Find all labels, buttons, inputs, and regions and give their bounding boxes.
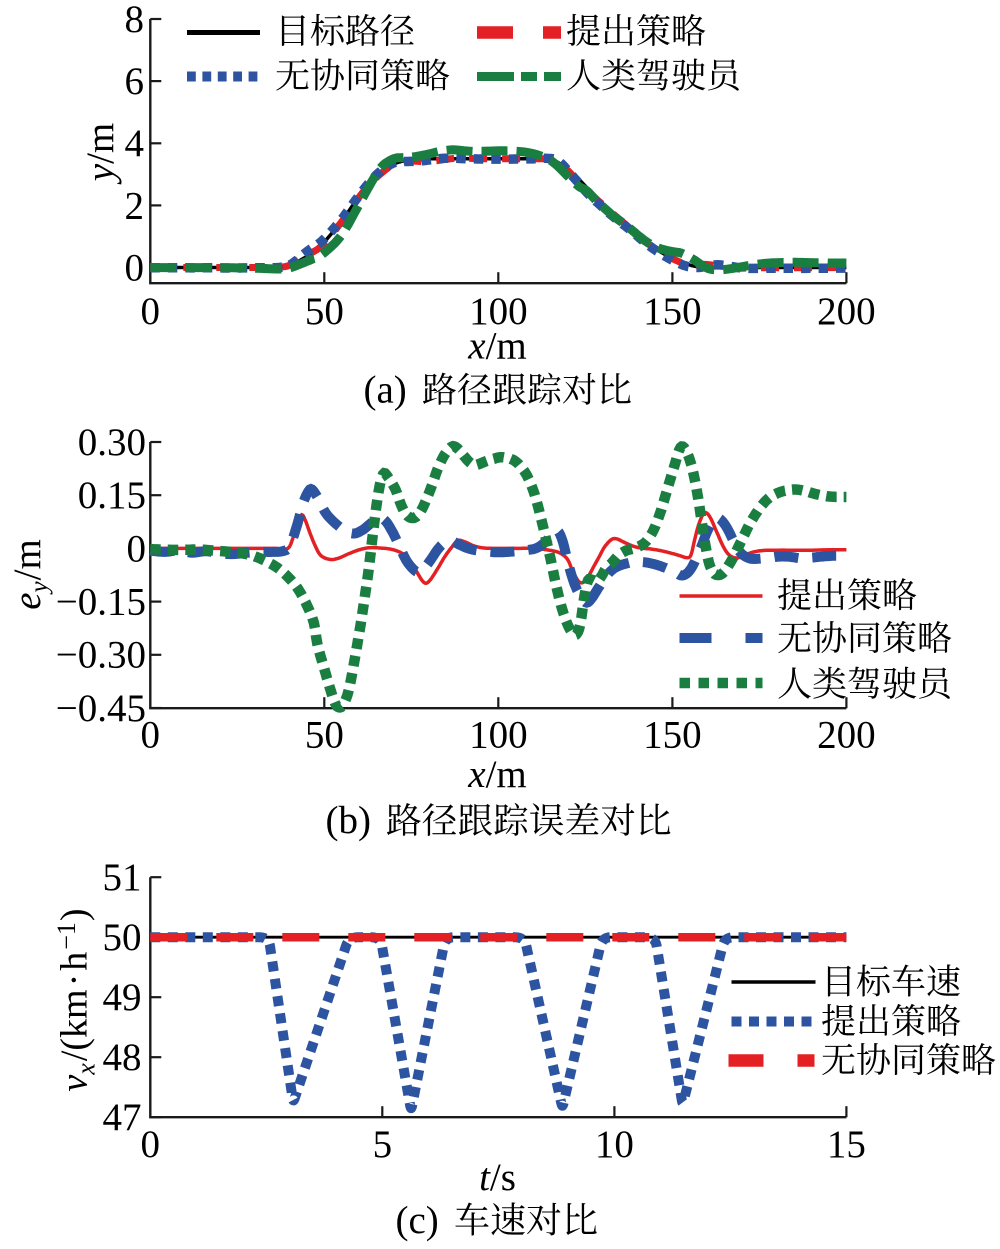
svg-text:100: 100 (469, 290, 528, 333)
svg-text:10: 10 (595, 1123, 634, 1166)
svg-text:6: 6 (125, 60, 145, 103)
svg-text:x/m: x/m (467, 325, 526, 368)
svg-text:0: 0 (141, 714, 161, 757)
svg-text:47: 47 (103, 1096, 142, 1139)
svg-text:0: 0 (141, 1123, 161, 1166)
svg-text:49: 49 (103, 976, 142, 1019)
svg-text:8: 8 (125, 0, 145, 41)
svg-text:0.30: 0.30 (78, 421, 146, 464)
svg-text:y/m: y/m (79, 123, 122, 185)
svg-text:(a): (a) (364, 369, 407, 412)
svg-text:0: 0 (127, 527, 147, 570)
svg-text:t/s: t/s (479, 1156, 516, 1199)
svg-text:0: 0 (141, 290, 161, 333)
svg-text:200: 200 (817, 290, 876, 333)
svg-text:51: 51 (103, 856, 142, 899)
svg-text:vx/(km·h−1): vx/(km·h−1) (52, 908, 101, 1091)
svg-text:150: 150 (643, 714, 702, 757)
svg-text:(c): (c) (396, 1199, 439, 1242)
svg-text:−0.45: −0.45 (56, 687, 146, 730)
svg-text:−0.30: −0.30 (56, 634, 146, 677)
svg-text:50: 50 (305, 714, 344, 757)
svg-text:5: 5 (373, 1123, 393, 1166)
svg-text:4: 4 (125, 122, 145, 165)
svg-text:48: 48 (103, 1036, 142, 1079)
svg-text:200: 200 (817, 714, 876, 757)
svg-text:15: 15 (827, 1123, 866, 1166)
svg-text:50: 50 (305, 290, 344, 333)
svg-text:150: 150 (643, 290, 702, 333)
svg-text:2: 2 (125, 184, 145, 227)
svg-text:0.15: 0.15 (78, 474, 146, 517)
svg-text:50: 50 (103, 916, 142, 959)
svg-text:ey/m: ey/m (6, 539, 53, 610)
svg-text:−0.15: −0.15 (56, 581, 146, 624)
svg-text:x/m: x/m (467, 753, 526, 796)
svg-text:100: 100 (469, 714, 528, 757)
svg-text:(b): (b) (326, 799, 371, 842)
svg-text:0: 0 (125, 246, 145, 289)
